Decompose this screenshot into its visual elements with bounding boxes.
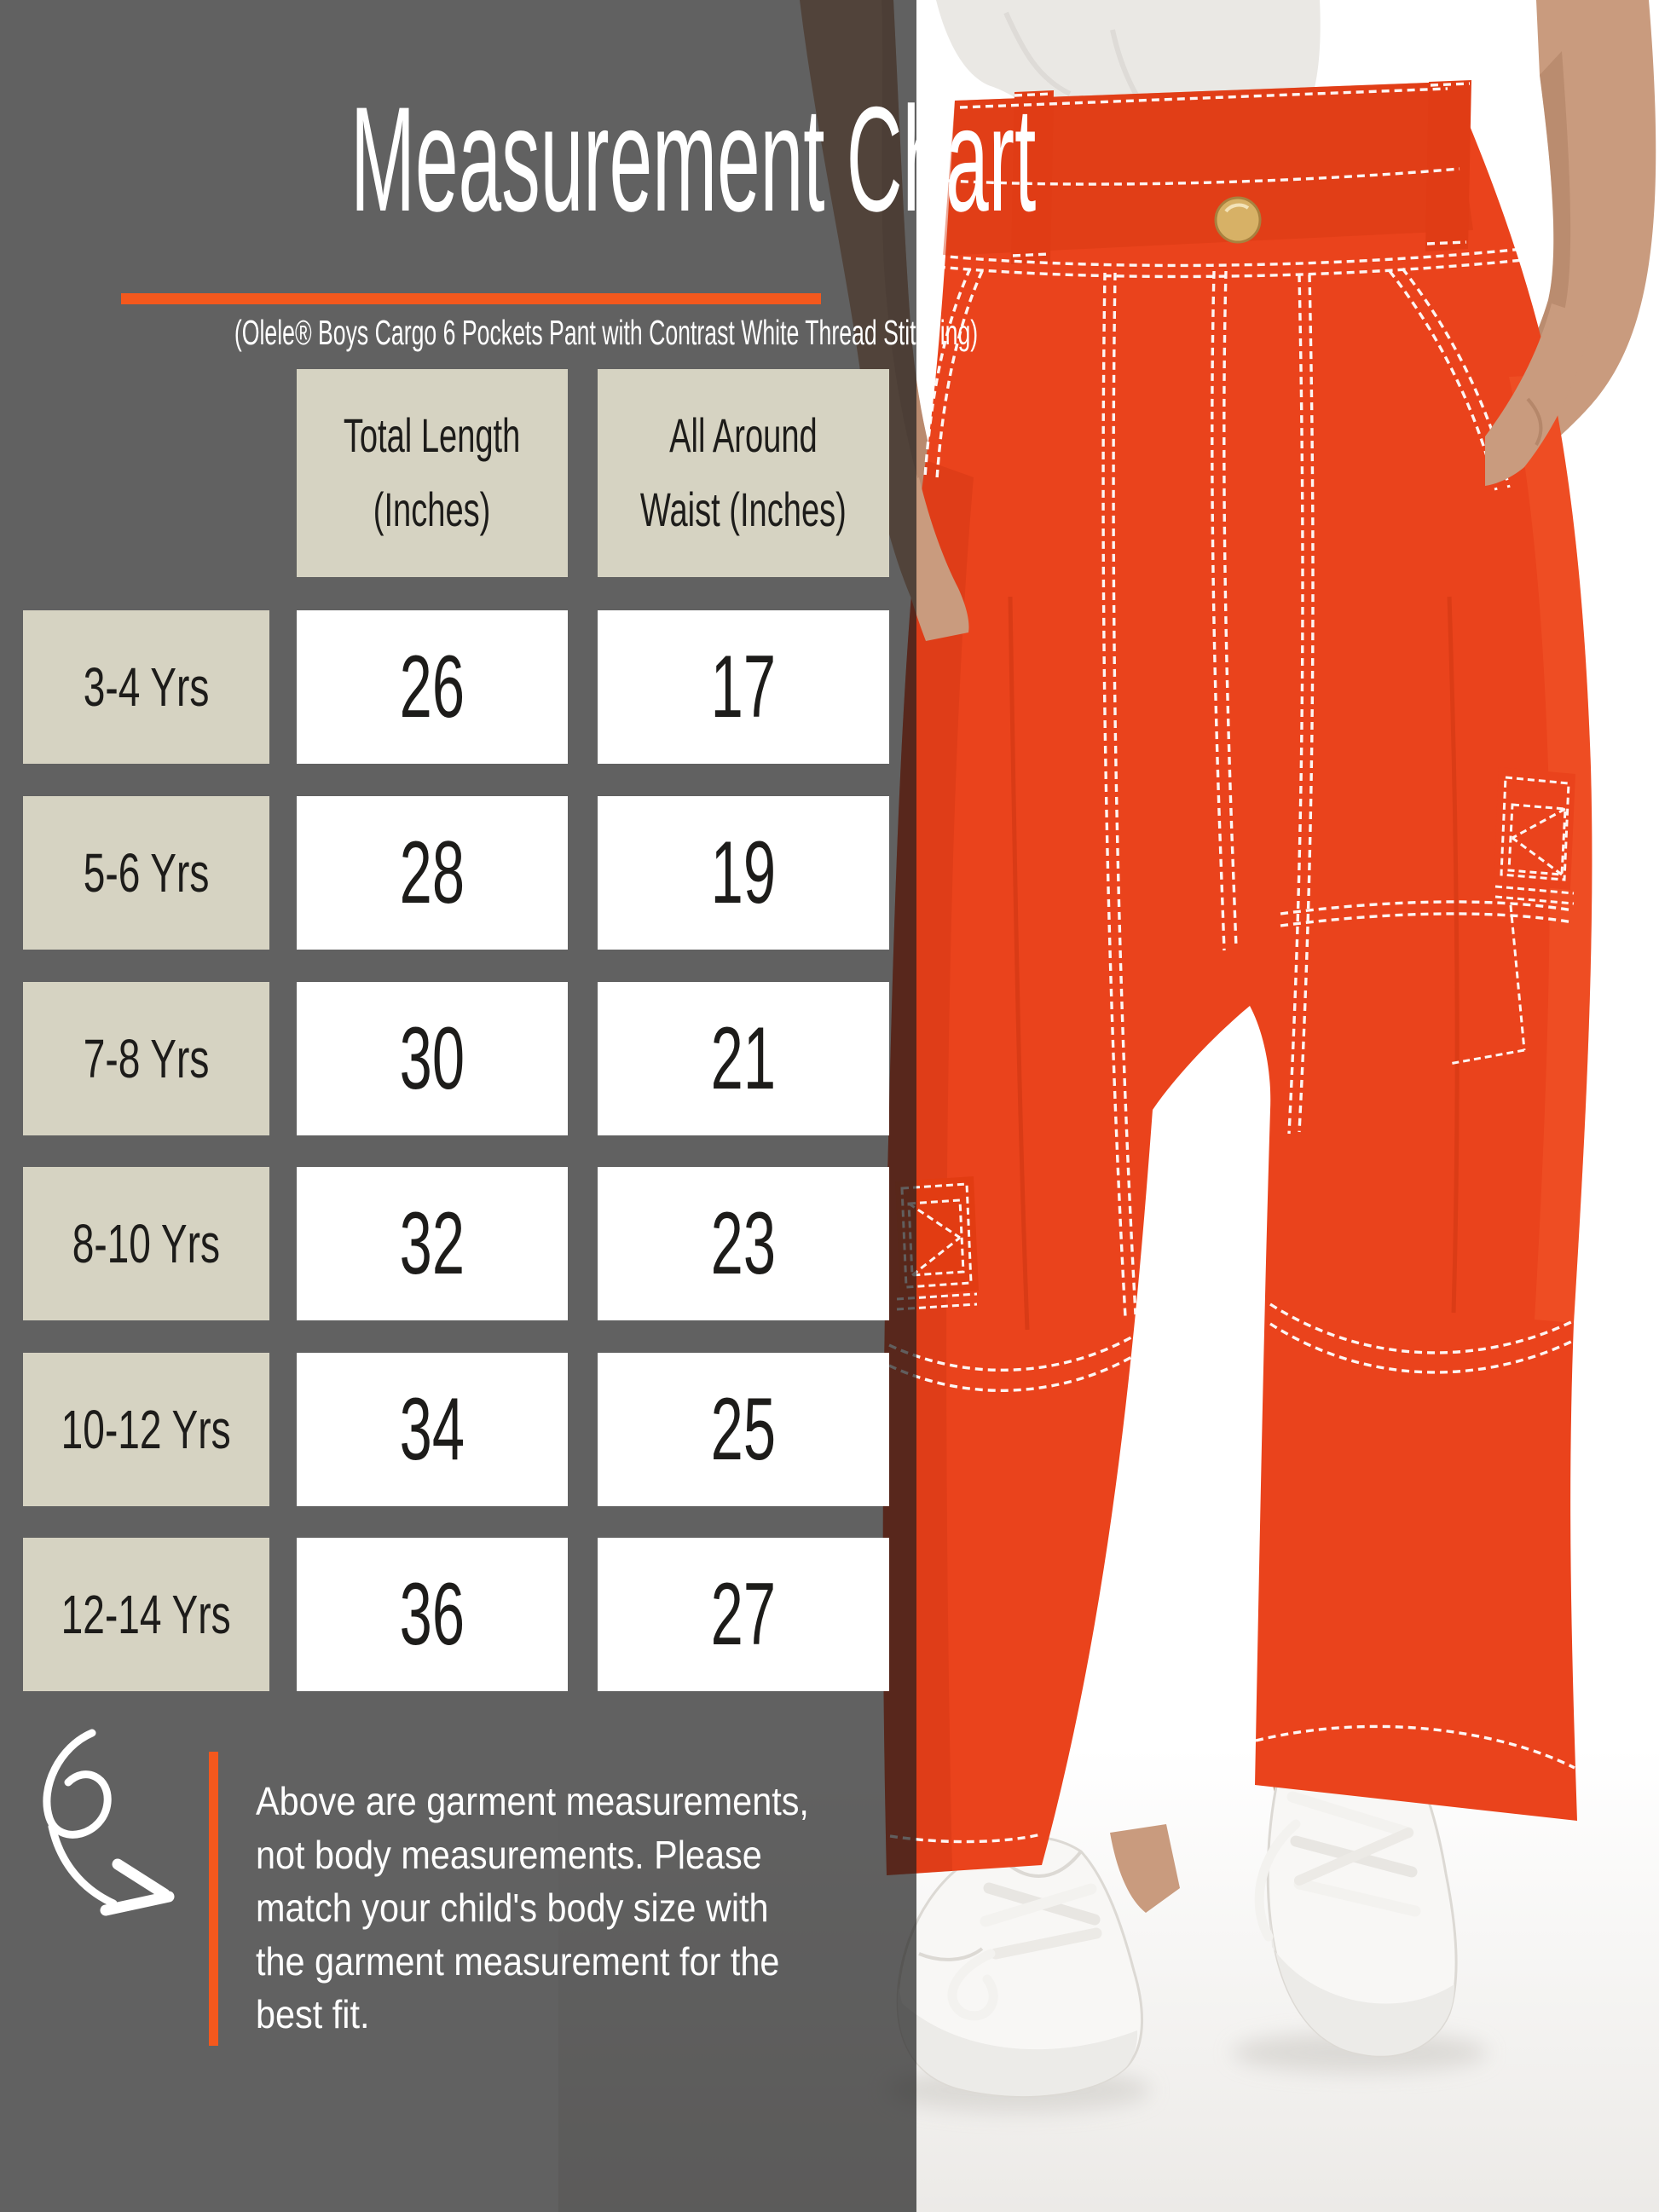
note-line: the garment measurement for the [256, 1938, 780, 1984]
total-length-value-cell: 26 [297, 610, 568, 764]
total-length-value-cell: 34 [297, 1353, 568, 1506]
size-label-cell: 10-12 Yrs [23, 1353, 269, 1506]
size-label-cell: 3-4 Yrs [23, 610, 269, 764]
waist-button [1214, 196, 1262, 244]
page-subtitle: (Olele® Boys Cargo 6 Pockets Pant with C… [34, 310, 978, 355]
size-label-cell: 7-8 Yrs [23, 982, 269, 1135]
note-line: match your child's body size with [256, 1886, 769, 1931]
total-length-value: 28 [399, 823, 465, 922]
size-label-cell: 5-6 Yrs [23, 796, 269, 950]
size-label: 5-6 Yrs [83, 842, 210, 904]
note-accent-bar [209, 1752, 218, 2046]
size-label: 8-10 Yrs [72, 1213, 221, 1274]
right-hand [1485, 303, 1593, 486]
waist-value: 27 [710, 1564, 777, 1664]
waist-value-cell: 25 [598, 1353, 889, 1506]
total-length-value-cell: 30 [297, 982, 568, 1135]
waist-value-cell: 27 [598, 1538, 889, 1691]
header-cell-waist: All Around Waist (Inches) [598, 369, 889, 577]
total-length-value: 26 [399, 637, 465, 736]
waist-value: 17 [710, 637, 777, 736]
header-cell-total-length: Total Length (Inches) [297, 369, 568, 577]
left-sneaker [896, 1836, 1143, 2098]
waist-value-cell: 17 [598, 610, 889, 764]
size-label: 12-14 Yrs [61, 1584, 231, 1645]
right-cargo-pocket [1448, 767, 1575, 1066]
header-waist-label: All Around Waist (Inches) [640, 408, 847, 536]
waist-value-cell: 21 [598, 982, 889, 1135]
total-length-value: 34 [399, 1379, 465, 1479]
orange-cargo-pants [882, 80, 1593, 1875]
size-label-cell: 8-10 Yrs [23, 1167, 269, 1320]
left-ankle [1110, 1824, 1180, 1913]
total-length-value: 30 [399, 1008, 465, 1108]
size-label-cell: 12-14 Yrs [23, 1538, 269, 1691]
contrast-stitching [888, 82, 1575, 1844]
note-line: best fit. [256, 1992, 370, 2037]
total-length-value: 36 [399, 1564, 465, 1664]
waist-value: 19 [710, 823, 777, 922]
note-line: Above are garment measurements, [256, 1779, 809, 1823]
page-title: Measurement Chart [34, 85, 1036, 234]
waist-value: 21 [710, 1008, 777, 1108]
header-total-length-label: Total Length (Inches) [344, 408, 521, 536]
size-label: 3-4 Yrs [83, 656, 210, 718]
total-length-value-cell: 28 [297, 796, 568, 950]
waist-value: 23 [710, 1193, 777, 1293]
total-length-value-cell: 32 [297, 1167, 568, 1320]
size-label: 7-8 Yrs [83, 1028, 210, 1089]
size-label: 10-12 Yrs [61, 1399, 231, 1460]
curved-arrow-icon [43, 1729, 175, 1916]
total-length-value: 32 [399, 1193, 465, 1293]
page-subtitle-text: (Olele® Boys Cargo 6 Pockets Pant with C… [234, 313, 979, 352]
waist-value: 25 [710, 1379, 777, 1479]
waist-value-cell: 19 [598, 796, 889, 950]
total-length-value-cell: 36 [297, 1538, 568, 1691]
page-title-text: Measurement Chart [350, 77, 1037, 243]
title-underline [121, 293, 821, 304]
note-line: not body measurements. Please [256, 1832, 762, 1877]
waist-value-cell: 23 [598, 1167, 889, 1320]
note-text: Above are garment measurements, not body… [256, 1775, 870, 2042]
